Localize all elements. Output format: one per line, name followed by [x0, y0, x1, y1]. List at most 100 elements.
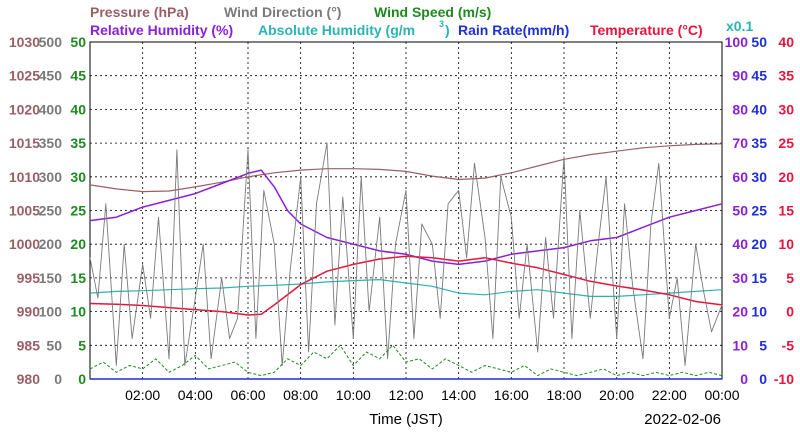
- y-tick-wind_speed: 0: [78, 371, 86, 387]
- y-tick-relative_humidity: 100: [725, 34, 749, 50]
- y-tick-relative_humidity: 90: [732, 68, 748, 84]
- y-tick-pressure: 1030: [9, 34, 40, 50]
- y-tick-rain_rate: 45: [751, 68, 767, 84]
- x-axis-label: Time (JST): [369, 411, 443, 428]
- legend-relative-humidity: Relative Humidity (%): [90, 22, 233, 38]
- y-tick-rain_rate: 35: [751, 135, 767, 151]
- y-tick-pressure: 1000: [9, 236, 40, 252]
- x-scale-note: x0.1: [726, 18, 753, 34]
- y-tick-wind_direction: 450: [39, 68, 63, 84]
- y-tick-wind_direction: 50: [46, 337, 62, 353]
- y-tick-pressure: 985: [17, 337, 41, 353]
- y-tick-wind_direction: 0: [54, 371, 62, 387]
- x-tick-label: 08:00: [283, 387, 318, 403]
- y-tick-pressure: 990: [17, 304, 41, 320]
- y-tick-temperature: 5: [786, 270, 794, 286]
- series-layer: [89, 142, 723, 380]
- y-tick-rain_rate: 40: [751, 101, 767, 117]
- x-tick-label: 20:00: [599, 387, 634, 403]
- legend-rain-rate: Rain Rate(mm/h): [458, 22, 569, 38]
- y-tick-pressure: 1025: [9, 68, 40, 84]
- legend-wind-speed: Wind Speed (m/s): [374, 4, 491, 20]
- x-tick-label: 12:00: [388, 387, 423, 403]
- y-tick-wind_direction: 100: [39, 304, 63, 320]
- axis-ticks: 02:00 04:00 06:00 08:00 10:00 12:00 14:00 16:00…: [9, 34, 794, 403]
- legend-absolute-humidity: Absolute Humidity (g/m: [258, 22, 415, 38]
- series-line-wind-speed: [89, 344, 723, 377]
- y-tick-rain_rate: 15: [751, 270, 767, 286]
- x-tick-label: 18:00: [546, 387, 581, 403]
- y-tick-wind_speed: 5: [78, 337, 86, 353]
- y-tick-wind_speed: 40: [70, 101, 86, 117]
- y-tick-wind_direction: 400: [39, 101, 63, 117]
- y-tick-pressure: 980: [17, 371, 41, 387]
- y-tick-temperature: 40: [778, 34, 794, 50]
- y-tick-pressure: 1020: [9, 101, 40, 117]
- x-tick-label: 22:00: [652, 387, 687, 403]
- y-tick-wind_direction: 350: [39, 135, 63, 151]
- series-line-relative-humidity: [89, 169, 723, 266]
- y-tick-wind_speed: 30: [70, 169, 86, 185]
- y-tick-rain_rate: 30: [751, 169, 767, 185]
- y-tick-rain_rate: 50: [751, 34, 767, 50]
- series-line-absolute-humidity: [89, 279, 723, 297]
- legend-temperature: Temperature (°C): [590, 22, 703, 38]
- y-tick-relative_humidity: 20: [732, 304, 748, 320]
- y-tick-relative_humidity: 10: [732, 337, 748, 353]
- y-tick-rain_rate: 25: [751, 203, 767, 219]
- y-tick-rain_rate: 20: [751, 236, 767, 252]
- y-tick-wind_direction: 150: [39, 270, 63, 286]
- y-tick-temperature: 35: [778, 68, 794, 84]
- y-tick-wind_speed: 20: [70, 236, 86, 252]
- y-tick-rain_rate: 5: [759, 337, 767, 353]
- x-tick-label: 10:00: [336, 387, 371, 403]
- y-tick-pressure: 1005: [9, 203, 40, 219]
- y-tick-pressure: 995: [17, 270, 41, 286]
- series-line-pressure: [89, 143, 723, 193]
- y-tick-wind_direction: 250: [39, 203, 63, 219]
- y-tick-relative_humidity: 40: [732, 236, 748, 252]
- date-label: 2022-02-06: [644, 411, 721, 428]
- y-tick-relative_humidity: 0: [740, 371, 748, 387]
- y-tick-wind_speed: 25: [70, 203, 86, 219]
- y-tick-wind_direction: 300: [39, 169, 63, 185]
- grid: [90, 42, 722, 379]
- x-tick-label: 16:00: [494, 387, 529, 403]
- y-tick-wind_speed: 45: [70, 68, 86, 84]
- series-line-wind-direction: [89, 142, 723, 366]
- legend-absolute-humidity-close: ): [445, 22, 450, 38]
- y-tick-wind_speed: 15: [70, 270, 86, 286]
- legend-pressure: Pressure (hPa): [90, 4, 189, 20]
- y-tick-temperature: -5: [782, 337, 795, 353]
- y-tick-rain_rate: 10: [751, 304, 767, 320]
- y-tick-relative_humidity: 70: [732, 135, 748, 151]
- y-tick-temperature: 0: [786, 304, 794, 320]
- y-tick-temperature: 15: [778, 203, 794, 219]
- y-tick-relative_humidity: 80: [732, 101, 748, 117]
- y-tick-relative_humidity: 60: [732, 169, 748, 185]
- x-tick-label: 06:00: [230, 387, 265, 403]
- x-tick-label: 14:00: [441, 387, 476, 403]
- y-tick-rain_rate: 0: [759, 371, 767, 387]
- y-tick-temperature: 20: [778, 169, 794, 185]
- legend-absolute-humidity-sup: 3: [439, 19, 444, 29]
- y-tick-pressure: 1015: [9, 135, 40, 151]
- legend-wind-direction: Wind Direction (°): [224, 4, 341, 20]
- x-tick-label: 04:00: [178, 387, 213, 403]
- y-tick-relative_humidity: 30: [732, 270, 748, 286]
- y-tick-temperature: -10: [774, 371, 794, 387]
- series-line-temperature: [89, 255, 723, 316]
- y-tick-wind_direction: 500: [39, 34, 63, 50]
- y-tick-wind_speed: 35: [70, 135, 86, 151]
- y-tick-relative_humidity: 50: [732, 203, 748, 219]
- y-tick-wind_speed: 10: [70, 304, 86, 320]
- y-tick-temperature: 10: [778, 236, 794, 252]
- y-tick-temperature: 25: [778, 135, 794, 151]
- y-tick-wind_direction: 200: [39, 236, 63, 252]
- y-tick-pressure: 1010: [9, 169, 40, 185]
- y-tick-temperature: 30: [778, 101, 794, 117]
- x-tick-label: 00:00: [704, 387, 739, 403]
- y-tick-wind_speed: 50: [70, 34, 86, 50]
